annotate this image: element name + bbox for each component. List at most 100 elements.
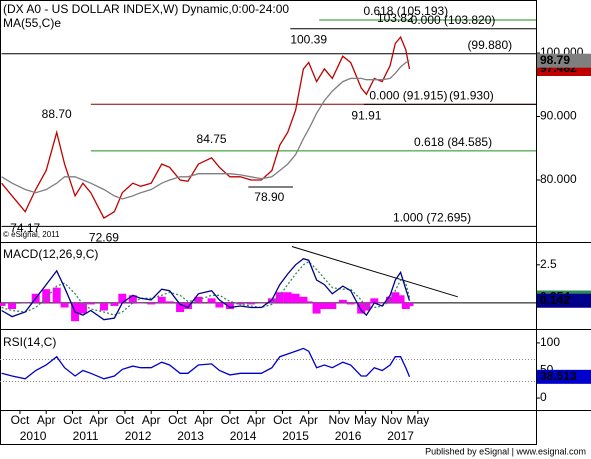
x-year-label: 2014 [230,429,257,443]
last-value-label: 38.513 [540,369,577,383]
level-label: (91.930) [449,88,494,102]
histogram-bar [207,298,216,303]
histogram-bar [386,296,395,303]
last-value-label: 98.79 [540,53,570,67]
plot-frame [0,0,537,445]
histogram-bar [370,298,379,303]
histogram-bar [362,302,371,311]
series-line [1,35,411,220]
y-tick-label: 0 [540,390,547,404]
x-tick-label: May [407,413,430,427]
watermark: © eSignal, 2011 [3,230,60,239]
level-label: 1.000 (72.695) [393,211,471,225]
series-line [1,60,410,200]
histogram-bar [42,289,51,303]
price-label: 91.91 [351,109,381,123]
histogram-bar [378,302,387,304]
histogram-bar [338,299,347,303]
histogram-bar [165,301,174,303]
x-tick-label: Oct [273,413,292,427]
histogram-bar [99,302,108,311]
last-value-box [537,293,591,308]
histogram-bar [183,302,192,309]
histogram-bar [86,302,95,305]
x-tick-label: Oct [168,413,187,427]
histogram-bar [312,302,321,314]
level-label: 0.000 (91.915) [369,89,447,103]
histogram-bar [275,292,284,303]
last-value-label: 0.142 [540,293,570,307]
y-tick-label: 90.000 [540,109,577,123]
x-tick-label: Oct [63,413,82,427]
level-label: (99.880) [467,38,512,52]
level-label: 0.000 (103.820) [411,13,496,27]
level-label: 78.90 [254,190,284,204]
histogram-bar [52,287,61,303]
footer: Published by eSignal | www.esignal.com [425,446,586,456]
panel-title: MACD(12,26,9,C) [3,247,98,261]
x-year-label: 2012 [125,429,152,443]
trendline [291,246,458,298]
histogram-bar [320,302,329,309]
histogram-bar [60,302,69,308]
x-tick-label: Apr [89,413,108,427]
histogram-bar [236,302,245,305]
x-tick-label: May [354,413,377,427]
x-tick-label: Apr [194,413,213,427]
histogram-bar [0,302,6,306]
x-year-label: 2016 [335,429,362,443]
x-tick-label: Oct [11,413,30,427]
histogram-bar [78,302,87,314]
price-label: 88.70 [42,107,72,121]
level-label: 0.618 (84.585) [414,135,492,149]
x-tick-label: Nov [381,413,402,427]
last-value-box [537,53,591,68]
histogram-bar [147,302,156,305]
histogram-bar [21,302,30,304]
histogram-bar [346,302,355,305]
series-line [1,257,411,321]
histogram-bar [176,302,185,313]
price-label: 84.75 [197,132,227,146]
histogram-bar [257,302,266,304]
histogram-bar [328,302,337,309]
x-tick-label: Apr [247,413,266,427]
legend-entry: MA(55,C)e [3,16,61,30]
x-year-label: 2017 [387,429,414,443]
histogram-bar [283,292,292,303]
series-line [1,260,411,316]
x-year-label: 2015 [282,429,309,443]
series-line [1,347,411,380]
histogram-bar [291,293,300,303]
histogram-bar [8,302,17,309]
histogram-bar [136,302,145,304]
x-tick-label: Apr [299,413,318,427]
histogram-bar [225,302,234,309]
histogram-bar [246,302,255,305]
histogram-bar [118,293,127,303]
x-tick-label: Apr [142,413,161,427]
histogram-bar [110,302,119,306]
x-tick-label: Oct [116,413,135,427]
price-label: 72.69 [89,231,119,245]
histogram-bar [299,296,308,303]
x-year-label: 2011 [73,429,99,443]
x-year-label: 2013 [177,429,204,443]
price-label: 74.17 [10,221,40,235]
x-tick-label: Apr [37,413,56,427]
x-year-label: 2010 [20,429,47,443]
histogram-bar [304,301,313,303]
x-tick-label: Oct [221,413,240,427]
price-label: 103.82 [377,11,414,25]
y-tick-label: 2.5 [540,257,557,271]
x-tick-label: Nov [328,413,349,427]
chart-title: (DX A0 - US DOLLAR INDEX,W) Dynamic,0:00… [3,2,289,16]
y-tick-label: 100 [540,335,560,349]
histogram-bar [128,295,137,303]
histogram-bar [357,302,366,314]
last-value-box [537,369,591,384]
histogram-bar [396,295,405,303]
histogram-bar [391,292,400,303]
